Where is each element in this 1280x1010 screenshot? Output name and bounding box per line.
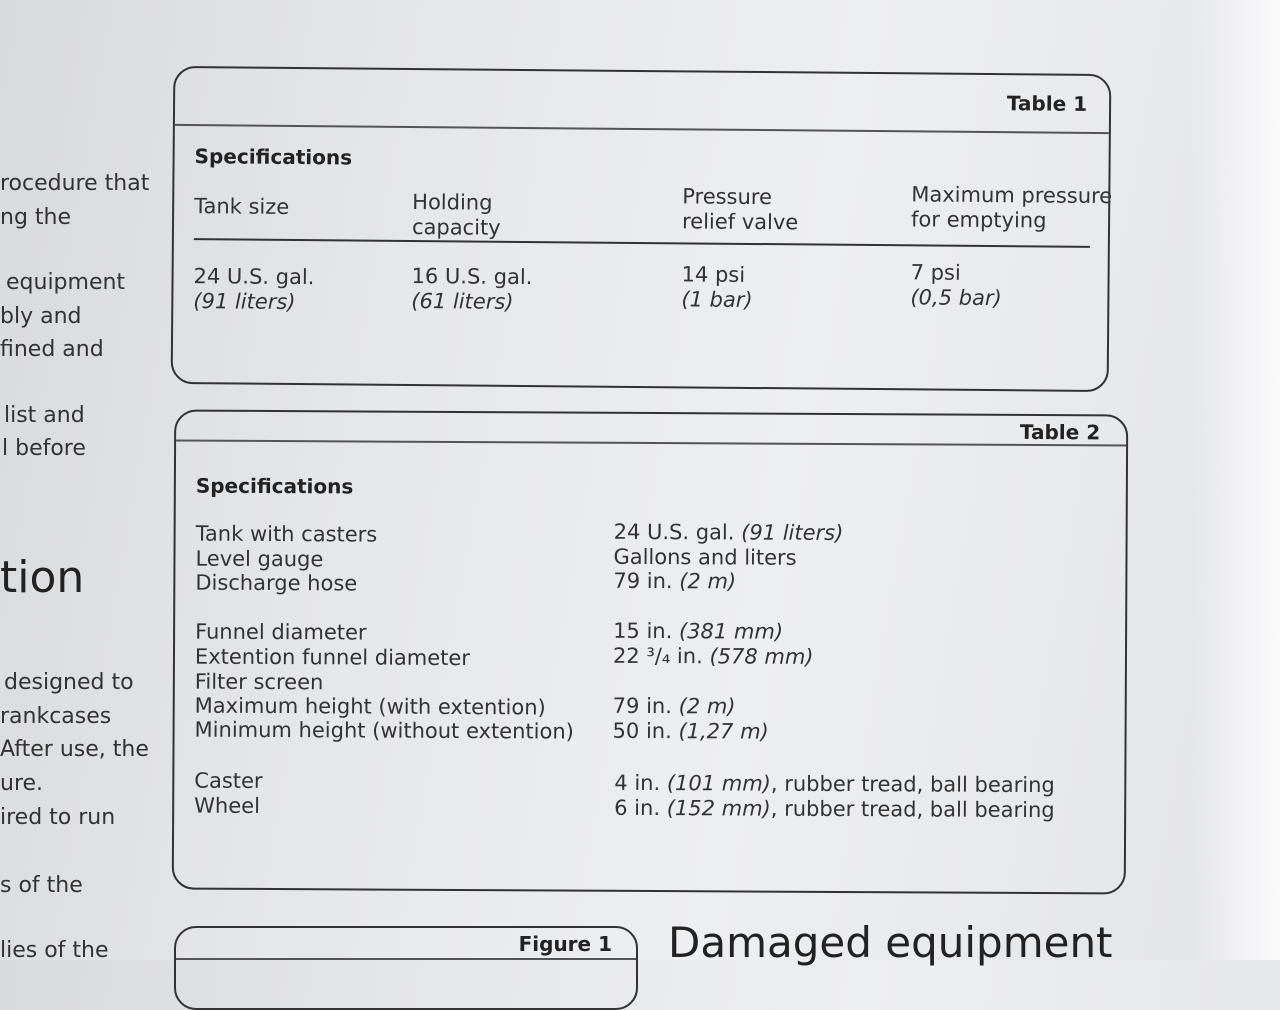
section-heading: Damaged equipment: [668, 918, 1113, 967]
spec-value: 15 in. (381 mm): [613, 618, 784, 644]
spec-value: 79 in. (2 m): [613, 568, 737, 594]
table-1: Table 1 Specifications Tank size Holding…: [170, 65, 1113, 393]
spec-value: 24 U.S. gal. (91 liters): [613, 519, 844, 546]
text-line: list and: [4, 403, 85, 428]
text-line: rankcases: [0, 704, 112, 729]
table-1-tag: Table 1: [1006, 91, 1088, 116]
section-heading-fragment: tion: [0, 552, 85, 603]
spec-label: Extention funnel diameter: [194, 644, 471, 671]
table-2-tag: Table 2: [1019, 419, 1101, 445]
column-header: Maximum pressure for emptying: [910, 182, 1113, 233]
table-2: Table 2 Specifications Tank with casters…: [171, 409, 1129, 895]
spec-label: Minimum height (without extention): [194, 717, 574, 744]
spec-label: Funnel diameter: [195, 619, 367, 645]
spec-value: 79 in. (2 m): [612, 693, 736, 719]
text-line: lies of the: [0, 938, 109, 963]
figure-1: Figure 1: [174, 926, 638, 1010]
table-cell: 7 psi (0,5 bar): [910, 260, 1002, 311]
table-cell: 24 U.S. gal. (91 liters): [193, 264, 315, 314]
table-cell: 16 U.S. gal. (61 liters): [411, 264, 533, 314]
divider: [176, 439, 1127, 447]
text-line: fined and: [0, 337, 104, 362]
spec-value: 22 ³/₄ in. (578 mm): [612, 643, 814, 669]
spec-label: Caster: [194, 768, 263, 793]
spec-label: Maximum height (with extention): [194, 693, 546, 720]
text-line: ired to run: [0, 805, 116, 830]
spec-value: 4 in. (101 mm), rubber tread, ball beari…: [614, 770, 1055, 798]
column-header: Tank size: [194, 194, 290, 219]
column-header: Pressure relief valve: [681, 184, 799, 235]
text-line: designed to: [4, 670, 134, 695]
spec-value: Gallons and liters: [613, 544, 797, 570]
text-line: After use, the: [0, 737, 149, 762]
text-line: equipment: [6, 270, 126, 295]
divider: [176, 958, 636, 960]
divider: [174, 123, 1109, 135]
figure-1-tag: Figure 1: [518, 932, 612, 956]
page-edge: [1190, 0, 1280, 960]
table-title: Specifications: [195, 473, 354, 499]
text-line: bly and: [0, 304, 82, 329]
column-header: Holding capacity: [411, 190, 501, 240]
spec-list: Tank with casters 24 U.S. gal. (91 liter…: [176, 412, 1126, 822]
table-title: Specifications: [194, 144, 353, 170]
text-line: ng the: [0, 205, 72, 230]
spec-label: Filter screen: [194, 669, 324, 695]
text-line: s of the: [0, 873, 83, 898]
spec-label: Discharge hose: [195, 570, 358, 596]
text-line: l before: [2, 436, 86, 461]
spec-value: 6 in. (152 mm), rubber tread, ball beari…: [614, 795, 1055, 823]
header-rule: [193, 238, 1090, 248]
spec-value: 50 in. (1,27 m): [612, 718, 769, 744]
text-line: ure.: [0, 771, 44, 796]
spec-label: Tank with casters: [195, 521, 378, 547]
spec-label: Wheel: [194, 793, 261, 818]
text-line: rocedure that: [0, 171, 150, 196]
table-cell: 14 psi (1 bar): [681, 262, 753, 312]
spec-label: Level gauge: [195, 546, 324, 572]
